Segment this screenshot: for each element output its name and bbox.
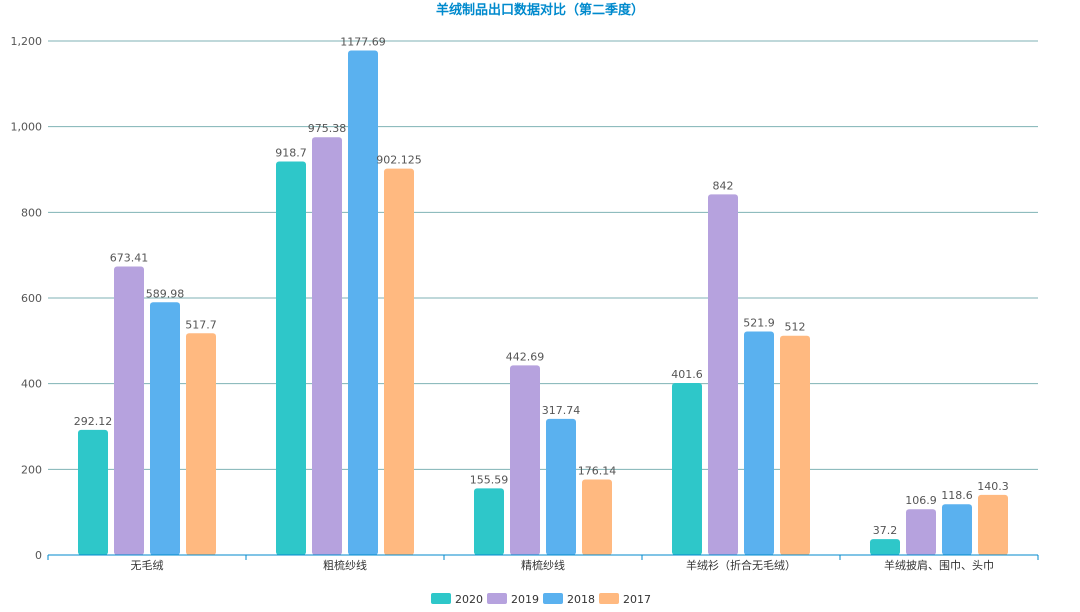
bar-value-label: 37.2 — [873, 524, 898, 537]
bars — [78, 50, 1008, 556]
y-axis: 0 200 400 600 800 1,000 1,200 — [11, 35, 43, 562]
bar-2018[interactable] — [942, 504, 972, 555]
bar-2020[interactable] — [474, 488, 504, 555]
y-tick-label: 200 — [21, 463, 42, 476]
legend-label: 2020 — [455, 593, 483, 606]
bar-2018[interactable] — [546, 418, 576, 555]
bar-value-label: 517.7 — [185, 318, 217, 331]
x-category-label: 无毛绒 — [131, 559, 164, 572]
bar-value-label: 118.6 — [941, 489, 973, 502]
bar-value-label: 1177.69 — [340, 36, 386, 49]
bar-value-label: 902.125 — [376, 154, 422, 167]
legend-item-2020[interactable]: 2020 — [431, 593, 483, 606]
legend-item-2019[interactable]: 2019 — [487, 593, 539, 606]
legend-label: 2018 — [567, 593, 595, 606]
bar-2017[interactable] — [780, 335, 810, 555]
bar-value-label: 401.6 — [671, 368, 703, 381]
bar-2018[interactable] — [348, 50, 378, 555]
bar-value-label: 140.3 — [977, 480, 1009, 493]
legend-swatch — [487, 593, 507, 604]
y-tick-label: 1,200 — [11, 35, 43, 48]
bar-value-label: 106.9 — [905, 494, 937, 507]
bar-value-label: 512 — [785, 321, 806, 334]
x-category-label: 羊绒衫（折合无毛绒） — [686, 558, 796, 572]
bar-2019[interactable] — [114, 266, 144, 555]
bar-2017[interactable] — [186, 333, 216, 555]
bar-2018[interactable] — [150, 302, 180, 555]
bar-2020[interactable] — [78, 429, 108, 555]
legend-label: 2019 — [511, 593, 539, 606]
bar-value-label: 292.12 — [74, 415, 113, 428]
bar-2017[interactable] — [582, 479, 612, 555]
bar-2020[interactable] — [870, 539, 900, 555]
y-tick-label: 400 — [21, 378, 42, 391]
legend-swatch — [543, 593, 563, 604]
x-category-label: 粗梳纱线 — [323, 558, 367, 572]
legend-item-2018[interactable]: 2018 — [543, 593, 595, 606]
bar-value-label: 317.74 — [542, 404, 581, 417]
y-tick-label: 0 — [35, 549, 42, 562]
legend-item-2017[interactable]: 2017 — [599, 593, 651, 606]
bar-2019[interactable] — [510, 365, 540, 555]
bar-value-label: 918.7 — [275, 146, 307, 159]
legend-swatch — [431, 593, 451, 604]
legend-swatch — [599, 593, 619, 604]
bar-2019[interactable] — [312, 137, 342, 556]
bar-2019[interactable] — [708, 194, 738, 556]
legend-label: 2017 — [623, 593, 651, 606]
bar-value-label: 176.14 — [578, 465, 617, 478]
x-category-label: 羊绒披肩、围巾、头巾 — [884, 558, 994, 572]
bar-2018[interactable] — [744, 331, 774, 555]
bar-value-label: 155.59 — [470, 473, 509, 486]
bar-value-label: 842 — [713, 179, 734, 192]
y-tick-label: 800 — [21, 206, 42, 219]
bar-value-label: 975.38 — [308, 122, 347, 135]
legend[interactable]: 2020 2019 2018 2017 — [431, 593, 651, 606]
y-tick-label: 1,000 — [11, 121, 43, 134]
bar-value-label: 589.98 — [146, 287, 185, 300]
bar-2017[interactable] — [978, 494, 1008, 555]
bar-value-label: 673.41 — [110, 252, 149, 265]
x-axis: 无毛绒 粗梳纱线 精梳纱线 羊绒衫（折合无毛绒） 羊绒披肩、围巾、头巾 — [47, 554, 1039, 572]
bar-value-label: 442.69 — [506, 350, 545, 363]
bar-2017[interactable] — [384, 168, 414, 556]
bar-2020[interactable] — [672, 382, 702, 555]
bar-2019[interactable] — [906, 509, 936, 555]
bar-2020[interactable] — [276, 161, 306, 555]
y-tick-label: 600 — [21, 292, 42, 305]
chart-title: 羊绒制品出口数据对比（第二季度） — [436, 2, 644, 18]
bar-value-label: 521.9 — [743, 316, 775, 329]
x-category-label: 精梳纱线 — [521, 558, 565, 572]
